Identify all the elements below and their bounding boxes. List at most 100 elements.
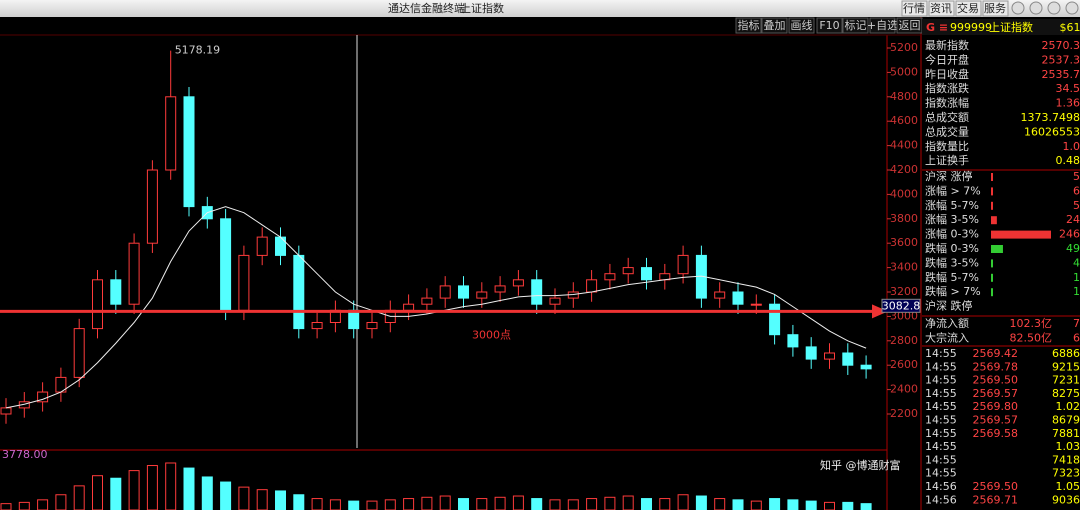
volume-bar <box>421 496 433 510</box>
high-label: 5178.19 <box>175 44 221 57</box>
volume-bar <box>824 501 835 510</box>
tick-volume: 8275 <box>1052 387 1080 400</box>
volume-bar <box>110 477 122 510</box>
breadth-value: 24 <box>1066 213 1080 226</box>
volume-bar <box>567 499 579 510</box>
tool-item[interactable]: +自选 <box>867 19 898 32</box>
tick-volume: 1.03 <box>1056 440 1080 453</box>
candle-body <box>842 352 854 366</box>
breadth-value: 6 <box>1073 184 1080 197</box>
breadth-value: 5 <box>1073 199 1080 212</box>
menu-item[interactable]: 交易 <box>957 1 979 15</box>
tick-time: 14:55 <box>925 400 957 413</box>
candle-body <box>512 279 524 287</box>
ma-line <box>5 206 867 409</box>
candle-body <box>458 285 469 299</box>
tick-time: 14:55 <box>925 427 957 440</box>
tool-button[interactable] <box>869 17 896 34</box>
quote-label: 总成交额 <box>925 110 969 124</box>
tick-volume: 7323 <box>1052 467 1080 480</box>
breadth-value: 4 <box>1073 256 1080 269</box>
quote-value: 0.48 <box>1056 154 1080 167</box>
tick-time: 14:55 <box>925 360 957 373</box>
breadth-label: 跌幅 0-3% <box>925 241 979 255</box>
volume-bar <box>531 498 543 510</box>
tool-button[interactable] <box>761 17 788 34</box>
tool-item[interactable]: F10 <box>819 19 839 32</box>
breadth-bar <box>991 273 993 282</box>
volume-bar <box>586 498 598 510</box>
candle-body <box>165 96 177 171</box>
breadth-label: 跌幅 > 7% <box>925 284 981 298</box>
candle-body <box>732 291 744 305</box>
candle-body <box>293 254 305 330</box>
quote-label: 上证换手 <box>925 153 969 167</box>
candle-body <box>531 279 543 305</box>
tool-item[interactable]: 画线 <box>791 18 813 32</box>
volume-bar <box>659 498 671 510</box>
tool-item[interactable]: 叠加 <box>764 19 786 32</box>
candle-body <box>311 322 323 330</box>
volume-bar <box>18 501 30 510</box>
menu-button[interactable] <box>955 0 982 17</box>
volume-bar <box>311 498 323 510</box>
volume-bar <box>73 485 85 510</box>
tick-volume: 7418 <box>1052 453 1080 466</box>
tool-item[interactable]: 标记 <box>845 18 867 32</box>
menu-button[interactable] <box>928 0 955 17</box>
tick-price: 2569.71 <box>973 493 1019 506</box>
tool-item[interactable]: 返回 <box>899 19 921 32</box>
candle-body <box>641 267 652 281</box>
volume-bar <box>146 465 158 510</box>
quote-label: 昨日收盘 <box>925 67 969 81</box>
candle-body <box>421 297 433 305</box>
tick-price: 2569.42 <box>973 347 1019 360</box>
candle-body <box>348 309 360 330</box>
y-tick-label: 2600 <box>890 358 918 371</box>
candle-body <box>476 291 488 299</box>
candle-body <box>73 328 85 378</box>
volume-bar <box>769 498 781 510</box>
tick-volume: 1.02 <box>1056 400 1080 413</box>
volume-bar <box>275 490 286 510</box>
breadth-value: 246 <box>1059 228 1080 241</box>
breadth-label: 跌幅 5-7% <box>925 270 979 284</box>
candle-body <box>604 273 616 281</box>
tick-time: 14:55 <box>925 374 957 387</box>
breadth-bar <box>991 173 993 181</box>
tool-button[interactable] <box>788 17 815 34</box>
tick-volume: 1.05 <box>1056 480 1080 493</box>
tool-button[interactable] <box>842 17 869 34</box>
volume-bar <box>439 495 451 510</box>
tool-item[interactable]: 指标 <box>738 18 760 32</box>
breadth-value: 5 <box>1073 170 1080 183</box>
menu-item[interactable]: 资讯 <box>930 2 952 15</box>
volume-bar <box>220 481 232 510</box>
tick-time: 14:55 <box>925 440 957 453</box>
volume-bar <box>842 501 854 510</box>
menu-button[interactable] <box>982 0 1009 17</box>
window-subtitle: 上证指数 <box>460 1 504 15</box>
breadth-value: 1 <box>1073 285 1080 298</box>
flow-value: 102.3亿 <box>1010 317 1053 330</box>
annotation-text: 3000点 <box>472 328 511 341</box>
tool-button[interactable] <box>735 17 762 34</box>
volume-bar <box>165 462 177 510</box>
breadth-label: 沪深 跌停 <box>925 299 973 313</box>
flow-label: 大宗流入 <box>925 330 969 344</box>
y-tick-label: 3400 <box>890 261 918 274</box>
menu-item[interactable]: 行情 <box>903 2 925 15</box>
menu-item[interactable]: 服务 <box>984 2 1006 15</box>
candle-body <box>769 303 781 336</box>
tool-button[interactable] <box>816 17 843 34</box>
flow-extra: 7 <box>1073 317 1080 330</box>
quote-label: 今日开盘 <box>925 52 969 66</box>
volume-bar <box>549 499 561 510</box>
menu-button[interactable] <box>901 0 928 17</box>
tick-volume: 9036 <box>1052 493 1080 506</box>
breadth-bar <box>991 201 993 210</box>
flow-value: 82.50亿 <box>1010 331 1053 344</box>
tick-time: 14:55 <box>925 467 957 480</box>
breadth-bar <box>991 216 997 225</box>
